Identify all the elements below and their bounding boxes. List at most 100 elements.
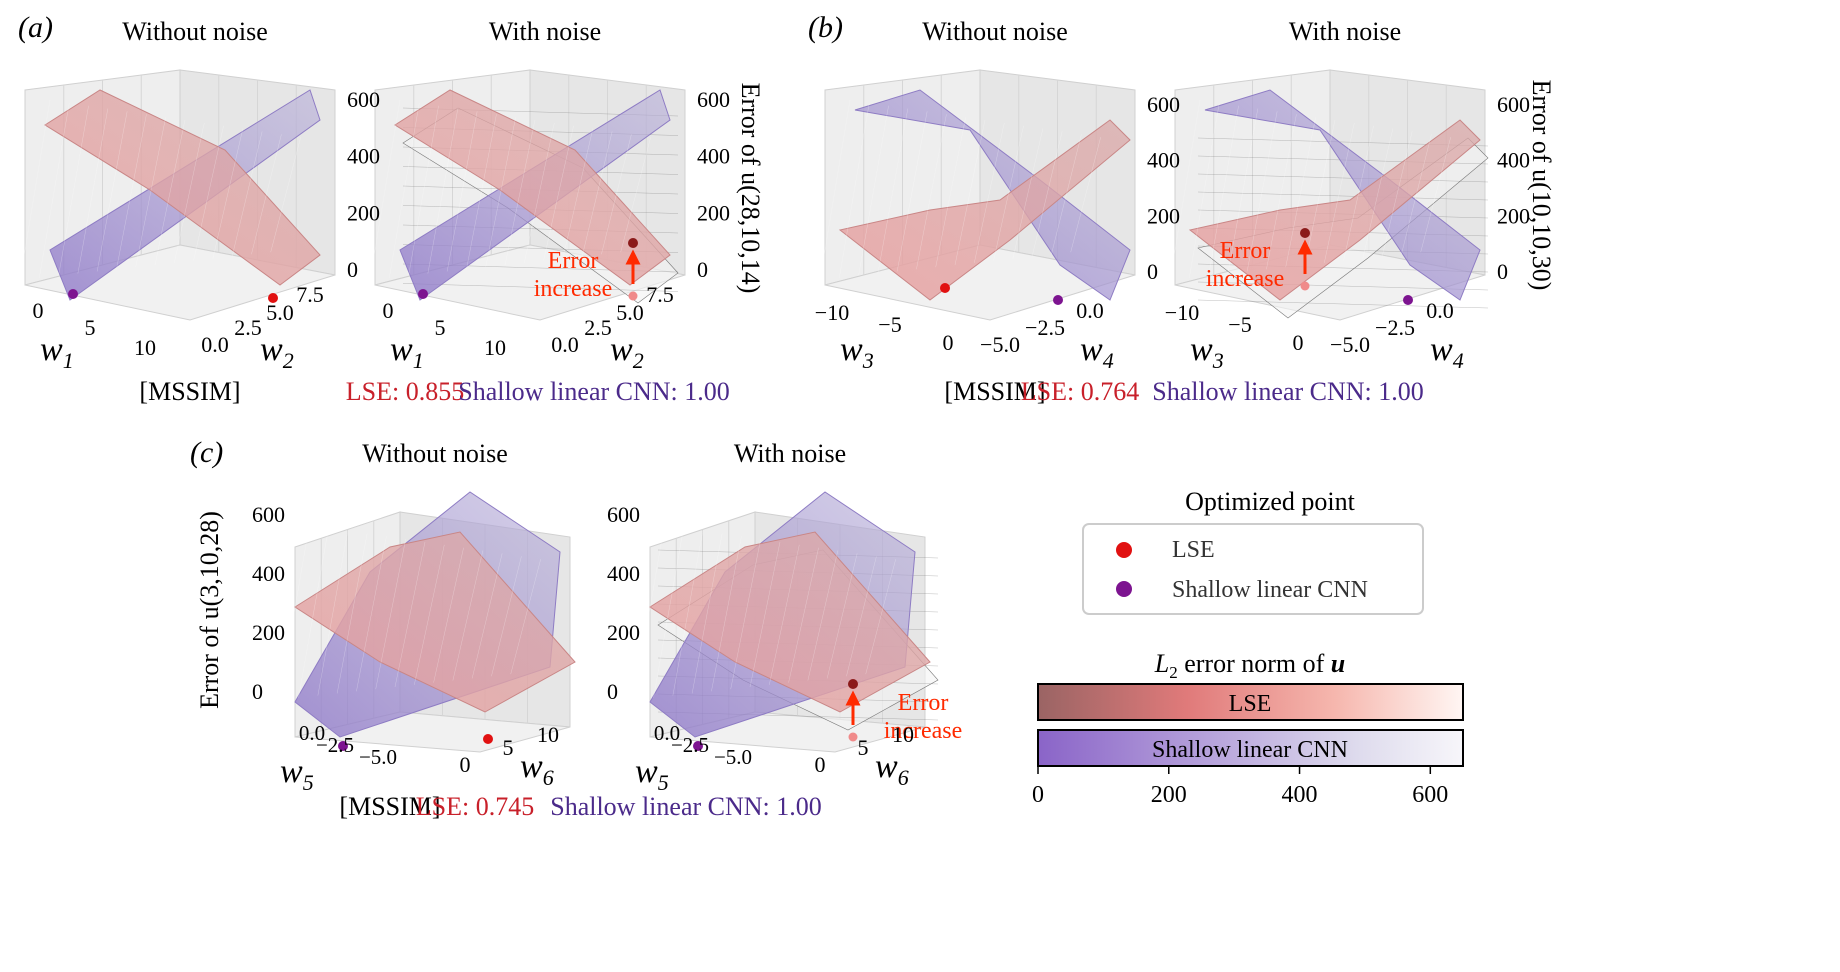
mesh-line	[77, 108, 109, 274]
mesh-line	[154, 119, 186, 266]
z-tick-label: 400	[697, 144, 730, 169]
mesh-line	[634, 524, 665, 700]
z-tick-label: 400	[252, 561, 285, 586]
y-axis-label: w2	[610, 331, 644, 373]
y-axis-label: w6	[875, 748, 909, 790]
mesh-line	[433, 547, 464, 683]
mesh-line	[730, 539, 761, 690]
mssim-cnn-value: Shallow linear CNN: 1.00	[550, 792, 822, 821]
z-tick-label: 200	[607, 620, 640, 645]
annotation-line-2: increase	[1206, 266, 1285, 292]
colorbar-lse-bar	[1037, 683, 1464, 721]
z-tick-label: 400	[347, 144, 380, 169]
colorbar: L2 error norm of u LSE Shallow linear CN…	[1032, 649, 1464, 808]
colorbar-tick-label: 0	[1032, 782, 1044, 808]
x-tick-label: −2.5	[316, 733, 354, 757]
y-tick-label: 0	[460, 752, 471, 777]
mesh-line	[19, 99, 51, 281]
y-axis-label: w4	[1080, 331, 1114, 373]
legend-cnn-label: Shallow linear CNN	[1172, 577, 1368, 603]
y-tick-label: −2.5	[1025, 315, 1065, 340]
lse-optimized-point	[940, 283, 950, 293]
noise-mesh-line	[1197, 299, 1489, 309]
surface-mesh	[259, 521, 541, 703]
legend-title: Optimized point	[1185, 487, 1355, 516]
colorbar-tick-label: 200	[1151, 782, 1187, 808]
lse-point-noiseless	[628, 291, 638, 301]
lse-error-surface	[44, 89, 321, 286]
z-tick-label: 0	[1497, 259, 1508, 284]
mesh-line	[96, 111, 128, 272]
z-tick-label: 600	[697, 87, 730, 112]
mesh-line	[389, 102, 420, 278]
mssim-row: [MSSIM]LSE: 0.764 Shallow linear CNN: 1.0…	[944, 377, 1423, 406]
mssim-label: [MSSIM]	[139, 377, 240, 406]
mesh-line	[826, 553, 858, 679]
mesh-line	[865, 559, 896, 675]
mesh-line	[916, 114, 947, 270]
x-tick-label: −5.0	[714, 745, 752, 769]
mesh-line	[375, 539, 406, 690]
y-axis-label: w6	[520, 748, 554, 790]
mesh-line	[954, 119, 986, 266]
cnn-optimized-point	[693, 741, 703, 751]
colorbar-title-rest: error norm of	[1178, 649, 1331, 678]
subfigure-tag: (a)	[18, 11, 53, 44]
mesh-line	[356, 536, 387, 692]
mesh-line	[1031, 131, 1063, 257]
y-tick-label: −2.5	[1375, 315, 1415, 340]
noise-mesh-line	[1197, 191, 1489, 201]
mesh-line	[279, 524, 310, 700]
mesh-line	[543, 125, 574, 261]
mesh-line	[1343, 125, 1374, 261]
x-tick-label: 0	[1293, 330, 1304, 355]
x-axis-label: w5	[280, 753, 314, 795]
mesh-line	[1285, 117, 1316, 268]
mesh-line	[466, 114, 497, 270]
y-tick-label: 0.0	[1426, 298, 1454, 323]
mesh-line	[491, 556, 522, 677]
noise-mesh-line	[1197, 281, 1489, 291]
mesh-line	[1051, 134, 1082, 255]
mesh-line	[620, 137, 651, 253]
z-tick-label: 400	[1497, 148, 1530, 173]
surface-mesh	[1169, 99, 1451, 281]
panel-title: With noise	[489, 17, 601, 46]
mesh-line	[298, 527, 329, 698]
lse-error-surface	[294, 531, 576, 713]
mesh-line	[58, 105, 89, 276]
subfigure-tag: (c)	[190, 436, 223, 469]
mesh-line	[1420, 137, 1451, 253]
z-tick-label: 0	[607, 679, 618, 704]
colorbar-title-main: L	[1154, 649, 1169, 678]
mssim-cnn-value: Shallow linear CNN: 1.00	[1152, 377, 1424, 406]
mesh-line	[1012, 128, 1044, 259]
z-tick-label: 200	[347, 200, 380, 225]
y-tick-label: 5	[503, 735, 514, 760]
y-tick-label: 5	[858, 735, 869, 760]
mesh-line	[452, 550, 484, 681]
colorbar-title: L2 error norm of u	[1154, 649, 1346, 682]
z-axis-label: Error of u(28,10,14)	[736, 83, 765, 294]
x-tick-label: 10	[134, 335, 156, 360]
mesh-line	[446, 111, 478, 272]
x-tick-label: 5	[85, 315, 96, 340]
x-axis-label-sub: 3	[862, 348, 874, 373]
mssim-label: [MSSIM]	[339, 792, 440, 821]
x-axis-label-sub: 1	[413, 348, 424, 373]
surface-mesh	[614, 521, 896, 703]
x-tick-label: 0.0	[654, 721, 680, 745]
mesh-line	[135, 117, 166, 268]
mesh-line	[1169, 99, 1201, 281]
lse-optimized-point	[268, 293, 278, 303]
x-tick-label: −5	[1228, 312, 1251, 337]
z-tick-label: 400	[1147, 148, 1180, 173]
legend-box	[1082, 523, 1424, 615]
lse-error-surface	[649, 531, 931, 713]
x-tick-label: −10	[1165, 300, 1199, 325]
panel-title: Without noise	[922, 17, 1068, 46]
subfigure-tag: (b)	[808, 11, 843, 44]
mesh-line	[504, 119, 536, 266]
